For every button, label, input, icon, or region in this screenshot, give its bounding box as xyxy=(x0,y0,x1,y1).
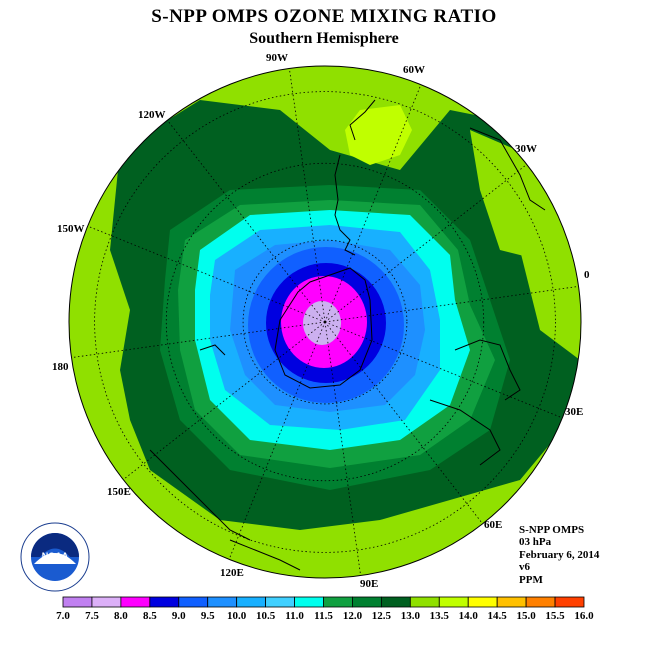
contour-13-5 xyxy=(345,105,412,165)
coastlines xyxy=(149,99,546,571)
meridian-line xyxy=(71,321,326,359)
label-90w: 90W xyxy=(266,52,288,64)
latitude-circle xyxy=(242,239,408,405)
latitude-circle xyxy=(94,91,556,553)
noaa-logo-text: NOAA xyxy=(42,551,69,561)
contour-13-0-east xyxy=(470,130,570,260)
info-level: 03 hPa xyxy=(519,536,552,549)
graticule xyxy=(71,68,579,576)
ozone-field xyxy=(69,66,581,578)
meridian-line xyxy=(324,321,563,419)
map-subtitle: Southern Hemisphere xyxy=(249,30,399,47)
meridian-line xyxy=(167,120,326,323)
meridian-line xyxy=(324,321,362,576)
meridian-line xyxy=(87,225,326,323)
label-120e: 120E xyxy=(220,567,244,579)
meridian-line xyxy=(228,321,326,560)
label-180: 180 xyxy=(52,361,69,373)
globe-border xyxy=(68,65,582,579)
info-units: PPM xyxy=(519,573,543,586)
meridian-line xyxy=(324,285,579,323)
map-title: S-NPP OMPS OZONE MIXING RATIO xyxy=(151,6,497,27)
label-150w: 150W xyxy=(57,223,85,235)
label-60w: 60W xyxy=(403,64,425,76)
contour-8-0 xyxy=(303,301,341,345)
info-version: v6 xyxy=(519,561,530,574)
longitude-labels: 90W 60W 30W 0 30E 60E 90E 120E 150E 180 … xyxy=(52,52,590,590)
latitude-circle xyxy=(165,162,485,482)
meridian-line xyxy=(324,164,527,323)
label-150e: 150E xyxy=(107,486,131,498)
label-0: 0 xyxy=(584,269,590,281)
label-60e: 60E xyxy=(484,519,502,531)
label-120w: 120W xyxy=(138,109,166,121)
info-date: February 6, 2014 xyxy=(519,548,600,561)
meridian-line xyxy=(324,84,422,323)
meridian-line xyxy=(324,321,483,524)
info-panel: S-NPP OMPS 03 hPa February 6, 2014 v6 PP… xyxy=(519,524,599,586)
noaa-logo: NOAA xyxy=(20,522,90,592)
label-90e: 90E xyxy=(360,578,378,590)
label-30e: 30E xyxy=(565,406,583,418)
meridian-line xyxy=(288,68,326,323)
info-instrument: S-NPP OMPS xyxy=(519,524,585,536)
meridian-line xyxy=(123,321,326,480)
label-30w: 30W xyxy=(515,143,537,155)
